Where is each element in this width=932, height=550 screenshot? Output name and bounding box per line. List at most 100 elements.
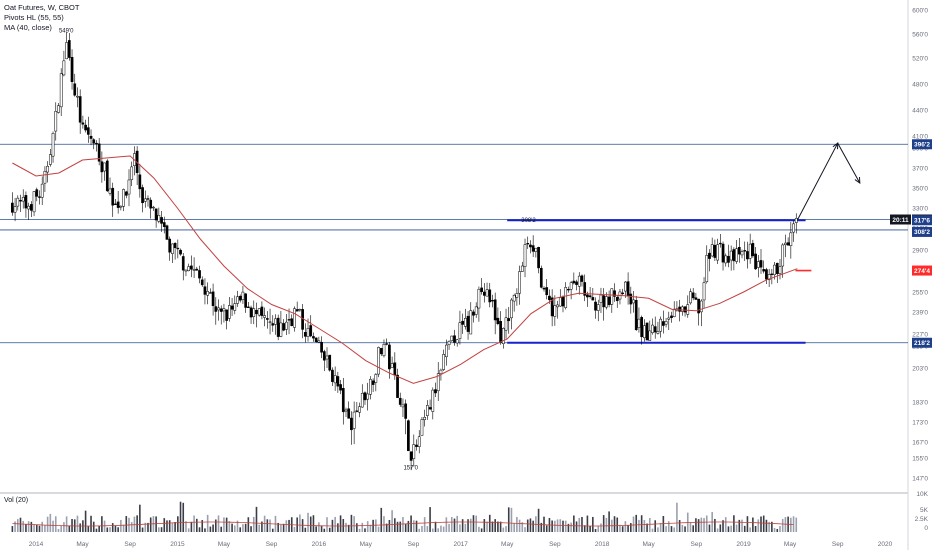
- volume-bar: [445, 517, 448, 532]
- volume-bar: [402, 516, 404, 532]
- candle-body: [255, 309, 258, 315]
- candle-body: [632, 299, 635, 304]
- volume-bar: [79, 523, 81, 532]
- candle-body: [716, 244, 719, 261]
- candle-body: [529, 244, 532, 248]
- volume-bar: [505, 526, 507, 532]
- candle-body: [306, 328, 310, 337]
- x-tick-label: Sep: [549, 541, 561, 548]
- volume-tick-label: 0: [924, 525, 928, 532]
- volume-bar: [749, 527, 751, 532]
- countdown-label: 20:11: [892, 217, 909, 224]
- candle-body: [765, 269, 768, 280]
- candle-body: [246, 306, 250, 308]
- y-tick-label: 290'0: [912, 248, 928, 255]
- candle-body: [621, 292, 625, 294]
- candle-body: [556, 304, 559, 308]
- candle-body: [350, 417, 353, 431]
- price-badge-label: 396'2: [914, 142, 930, 149]
- candle-body: [51, 133, 55, 157]
- candle-body: [108, 188, 112, 194]
- x-tick-label: Sep: [691, 541, 703, 548]
- volume-bar: [258, 524, 260, 532]
- volume-bar: [467, 519, 469, 532]
- volume-bar: [252, 516, 255, 532]
- candle-body: [24, 195, 28, 209]
- price-badge-label: 274'4: [914, 268, 930, 275]
- candle-body: [653, 326, 657, 333]
- candle-body: [477, 288, 481, 309]
- volume-bar: [361, 522, 364, 532]
- volume-tick-label: 5K: [920, 507, 929, 514]
- volume-bar: [640, 515, 643, 532]
- candle-body: [119, 205, 123, 208]
- volume-bar: [149, 517, 152, 532]
- candle-body: [686, 304, 690, 315]
- price-badge-label: 308'2: [914, 229, 930, 236]
- candle-body: [691, 292, 695, 299]
- y-tick-label: 410'0: [912, 134, 928, 141]
- volume-bar: [404, 523, 407, 532]
- axes: 600'0560'0520'0480'0440'0410'0390'0370'0…: [29, 8, 929, 549]
- candle-body: [114, 203, 117, 205]
- volume-bar: [356, 523, 358, 532]
- volume-bar: [773, 527, 776, 532]
- volume-pane: [11, 501, 798, 532]
- volume-bar: [369, 524, 372, 532]
- candle-body: [520, 265, 524, 272]
- volume-bar: [562, 520, 564, 532]
- volume-bar: [244, 523, 247, 532]
- volume-bar: [434, 521, 437, 532]
- volume-bar: [342, 519, 345, 532]
- candle-body: [548, 295, 551, 301]
- volume-bar: [212, 524, 214, 532]
- volume-bar: [109, 527, 111, 532]
- candle-body: [496, 317, 500, 325]
- candle-body: [721, 243, 725, 263]
- candle-body: [35, 189, 39, 197]
- candle-body: [396, 374, 399, 398]
- volume-bar: [524, 527, 526, 532]
- volume-bar: [385, 523, 388, 532]
- x-tick-label: May: [501, 541, 514, 548]
- candle-body: [157, 215, 161, 222]
- candle-body: [767, 274, 771, 281]
- volume-bar: [583, 525, 586, 532]
- volume-bar: [695, 518, 697, 532]
- price-badge-level: [912, 226, 932, 237]
- candle-body: [173, 242, 177, 249]
- candle-body: [596, 304, 600, 311]
- candle-body: [518, 271, 521, 294]
- volume-bar: [790, 517, 792, 532]
- candle-body: [100, 161, 104, 173]
- volume-bar: [429, 507, 431, 532]
- volume-bar: [684, 526, 686, 532]
- volume-bar: [665, 526, 667, 532]
- pivot-label: 157'0: [403, 465, 418, 471]
- volume-bar: [667, 521, 670, 532]
- volume-bar: [147, 522, 149, 532]
- volume-bar: [182, 502, 185, 532]
- candle-body: [678, 306, 681, 312]
- candle-body: [781, 244, 785, 267]
- candle-body: [572, 280, 576, 284]
- candle-body: [643, 325, 646, 339]
- moving-average: [12, 155, 798, 384]
- candle-body: [13, 206, 17, 213]
- candle-body: [605, 296, 608, 308]
- x-tick-label: May: [642, 541, 655, 548]
- volume-bar: [337, 523, 339, 532]
- candle-body: [265, 318, 269, 320]
- volume-bar: [111, 523, 114, 532]
- volume-bar: [521, 522, 524, 532]
- volume-bar: [242, 524, 244, 532]
- volume-bar: [160, 527, 163, 532]
- volume-bar: [383, 516, 385, 532]
- volume-legend[interactable]: Vol (20): [4, 497, 29, 504]
- pivots-indicator-label[interactable]: Pivots HL (55, 55): [4, 13, 64, 22]
- candle-body: [165, 225, 169, 240]
- candle-body: [116, 201, 120, 208]
- candle-body: [143, 198, 147, 202]
- ma-indicator-label[interactable]: MA (40, close): [4, 23, 52, 32]
